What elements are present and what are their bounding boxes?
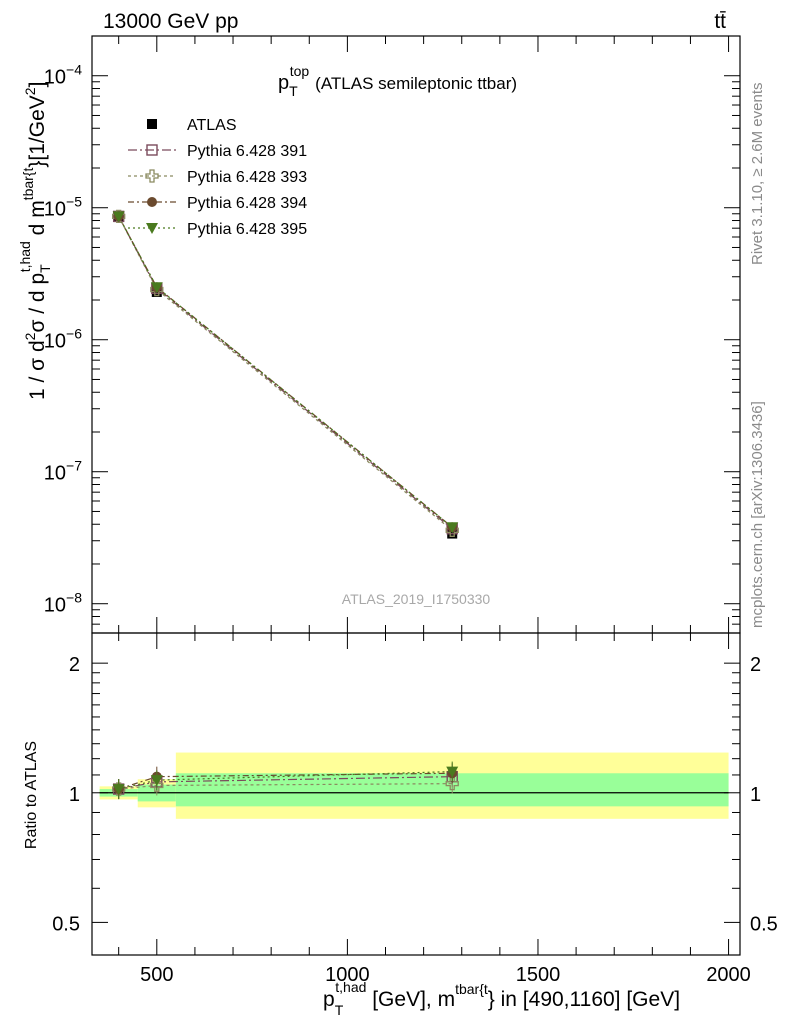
legend-marker-py395: [146, 223, 158, 234]
x-tick-label: 500: [140, 964, 173, 986]
x-tick-label: 1000: [325, 964, 370, 986]
series-line-py393: [118, 216, 453, 531]
ratio-point-py395: [112, 784, 125, 796]
legend-label-py393: Pythia 6.428 393: [187, 169, 307, 186]
main-panel: 10−8 10−7 10−6 10−5 10−4 pTtop(ATLAS semilep…: [17, 35, 741, 634]
legend-label-py391: Pythia 6.428 391: [187, 143, 307, 160]
plot-title: pTtop(ATLAS semileptonic ttbar): [278, 63, 517, 99]
ratio-point-py393: [445, 777, 459, 791]
ratio-frame: [91, 632, 741, 956]
data-point-py395: [112, 211, 125, 223]
ratio-point-py395: [446, 766, 459, 778]
series-line-py395: [118, 216, 453, 528]
ratio-y-tick-label: 2: [69, 654, 80, 676]
main-y-tick-label: 10−8: [44, 590, 82, 617]
legend-label-py395: Pythia 6.428 395: [187, 221, 307, 238]
main-y-axis-label: 1 / σ d2σ / d pTt,had d mtbar{t}[1/GeV2]: [17, 82, 53, 400]
ratio-data-layer: [99, 761, 729, 800]
data-point-py395: [150, 282, 163, 294]
x-axis-label: pTt,had [GeV], mtbar{t} in [490,1160] [G…: [323, 979, 680, 1018]
ratio-point-py393: [150, 778, 164, 793]
x-tick-label: 1500: [516, 964, 561, 986]
ratio-x-ticks: 500 1000 1500 2000: [118, 633, 751, 986]
energy-label: 13000 GeV pp: [103, 10, 238, 33]
main-y-ticks: 10−8 10−7 10−6 10−5 10−4: [44, 35, 740, 634]
ratio-y-tick-label: 1: [69, 784, 80, 806]
legend-label-atlas: ATLAS: [187, 117, 237, 134]
legend-marker-py391: [146, 144, 158, 156]
ratio-y-axis-label: Ratio to ATLAS: [23, 741, 40, 849]
ratio-y-tick-label-right: 2: [750, 654, 761, 676]
legend-marker-py394: [147, 197, 157, 207]
process-label: tt̄: [714, 10, 726, 33]
ratio-y-ticks: 0.5 0.5 1 1 2 2: [52, 654, 778, 935]
main-y-tick-label: 10−6: [44, 326, 82, 353]
main-y-tick-label: 10−7: [44, 458, 82, 485]
data-point-py395: [446, 522, 459, 534]
ratio-uncertainty-bands: [99, 752, 729, 819]
ratio-y-tick-label: 0.5: [52, 913, 80, 935]
legend-marker-py393: [145, 169, 159, 183]
main-y-tick-label: 10−4: [44, 62, 82, 89]
series-line-py391: [118, 216, 453, 530]
rivet-note: Rivet 3.1.10, ≥ 2.6M events: [749, 83, 766, 266]
ratio-y-tick-label-right: 1: [750, 784, 761, 806]
main-x-ticks: [118, 36, 730, 633]
main-data-layer: [112, 209, 459, 539]
x-tick-label: 2000: [706, 964, 751, 986]
ratio-line-py395: [118, 770, 453, 790]
series-line-py394: [118, 216, 453, 528]
main-y-tick-label: 10−5: [44, 194, 82, 221]
legend-label-py394: Pythia 6.428 394: [187, 195, 307, 212]
legend: ATLAS Pythia 6.428 391 Pythia 6.428 393 Pyt…: [128, 117, 307, 238]
ratio-point-py395: [150, 775, 163, 787]
ratio-panel: 0.5 0.5 1 1 2 2 500 1000 1500 2000 Ratio to ATLA…: [23, 632, 778, 1018]
mcplots-note: mcplots.cern.ch [arXiv:1306.3436]: [749, 401, 766, 628]
analysis-watermark: ATLAS_2019_I1750330: [342, 591, 491, 607]
ratio-y-tick-label-right: 0.5: [750, 913, 778, 935]
legend-marker-atlas: [147, 119, 157, 129]
